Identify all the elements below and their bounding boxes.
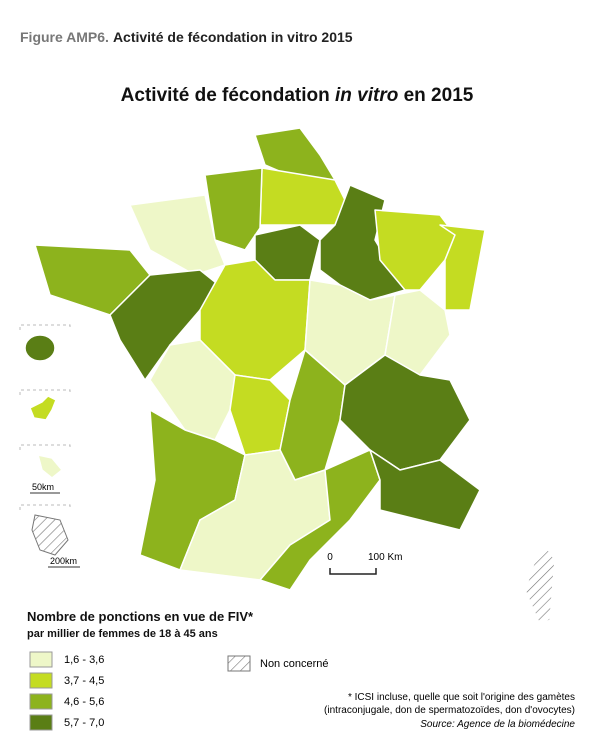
legend-swatch	[29, 693, 53, 710]
region	[369, 449, 481, 531]
title-part: en 2015	[398, 85, 473, 106]
title-part: Activité de fécondation	[121, 85, 335, 106]
legend-swatch-hatch	[227, 655, 251, 672]
insets: 50km 200km	[19, 324, 80, 568]
legend-label: 4,6 - 5,6	[64, 696, 104, 708]
legend-label: 1,6 - 3,6	[64, 654, 104, 666]
legend-not-concerned: Non concerné	[260, 658, 329, 670]
title-italic: in vitro	[335, 85, 398, 106]
legend-swatch	[29, 672, 53, 689]
inset-hatched	[31, 514, 69, 556]
region	[374, 209, 456, 291]
legend-swatch	[29, 714, 53, 731]
scale-line	[329, 568, 377, 575]
inset-frame	[19, 504, 71, 510]
inset-frame	[19, 389, 71, 395]
corsica	[524, 544, 556, 626]
note: * ICSI incluse, quelle que soit l'origin…	[348, 692, 575, 703]
legend-swatch	[29, 651, 53, 668]
legend-label: 5,7 - 7,0	[64, 717, 104, 729]
region	[24, 334, 56, 362]
region	[29, 395, 57, 421]
region	[199, 259, 311, 381]
inset-frame	[19, 444, 71, 450]
regions	[34, 127, 556, 626]
figure-text: Activité de fécondation in vitro 2015	[113, 29, 353, 45]
scale-end: 100 Km	[368, 552, 402, 563]
inset-scale: 50km	[32, 482, 54, 492]
note: (intraconjugale, don de spermatozoïdes, …	[324, 705, 575, 716]
legend-title: Nombre de ponctions en vue de FIV*	[27, 609, 254, 624]
region	[319, 184, 406, 301]
legend-subtitle: par millier de femmes de 18 à 45 ans	[27, 628, 218, 640]
inset-scale: 200km	[50, 556, 77, 566]
map-title: Activité de fécondation in vitro en 2015	[121, 85, 474, 106]
region	[37, 454, 63, 479]
legend-label: 3,7 - 4,5	[64, 675, 104, 687]
source: Source: Agence de la biomédecine	[420, 719, 575, 730]
figure-header: Figure AMP6. Activité de fécondation in v…	[20, 29, 353, 45]
scale-bar: 0 100 Km	[327, 552, 402, 575]
region	[339, 354, 471, 471]
inset-frame	[19, 324, 71, 330]
scale-start: 0	[327, 552, 333, 563]
legend: 1,6 - 3,6 3,7 - 4,5 4,6 - 5,6 5,7 - 7,0	[29, 651, 104, 731]
figure-label: Figure AMP6.	[20, 29, 109, 45]
